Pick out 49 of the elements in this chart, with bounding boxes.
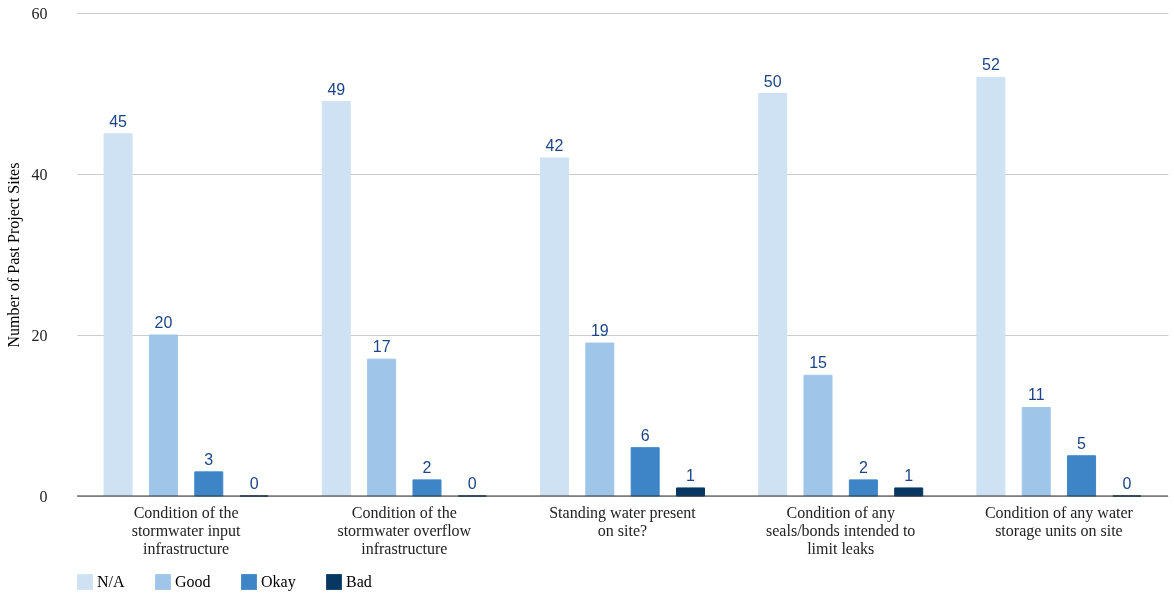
- data-label: 0: [249, 475, 259, 492]
- bar: [539, 157, 569, 497]
- bar: [848, 479, 878, 497]
- bar: [194, 471, 224, 497]
- bar: [585, 342, 615, 497]
- x-tick-label: Condition of the stormwater input infrastructure: [131, 503, 242, 557]
- x-tick-label: Standing water present on site?: [549, 503, 697, 539]
- bar: [367, 358, 397, 497]
- y-tick-label: 0: [39, 487, 48, 505]
- bar: [976, 76, 1006, 497]
- legend-label: Okay: [261, 573, 296, 591]
- legend-label: N/A: [97, 573, 125, 590]
- data-label: 50: [763, 72, 782, 90]
- data-label: 3: [204, 450, 214, 468]
- data-label: 2: [858, 458, 868, 476]
- legend-label: Good: [175, 573, 211, 590]
- data-label: 1: [686, 466, 696, 484]
- data-label: 49: [327, 80, 346, 98]
- bar: [1067, 455, 1097, 497]
- data-label: 6: [640, 426, 650, 444]
- bar: [803, 374, 833, 497]
- data-label: 0: [467, 475, 477, 492]
- data-label: 15: [809, 354, 828, 372]
- data-label: 5: [1077, 434, 1087, 452]
- bar: [321, 101, 351, 497]
- data-label: 20: [154, 314, 173, 331]
- data-label: 2: [422, 458, 432, 476]
- bar: [412, 479, 442, 497]
- data-label: 17: [372, 338, 391, 356]
- bar: [630, 447, 660, 497]
- y-tick-label: 60: [31, 4, 48, 22]
- y-tick-label: 20: [31, 326, 48, 344]
- data-label: 19: [590, 322, 609, 340]
- x-tick-label: Condition of any seals/bonds intended to limit leaks: [766, 503, 916, 557]
- bar: [103, 133, 133, 497]
- data-label: 45: [109, 112, 128, 130]
- data-label: 52: [981, 56, 1000, 74]
- bar: [758, 93, 788, 497]
- y-axis-title: Number of Past Project Sites: [4, 162, 23, 348]
- data-label: 0: [1122, 475, 1132, 492]
- bar: [148, 334, 178, 497]
- data-label: 1: [904, 466, 914, 484]
- data-label: 11: [1027, 386, 1045, 404]
- x-tick-label: Condition of the stormwater overflow infrastructure: [337, 503, 472, 557]
- data-label: 42: [545, 136, 564, 154]
- y-tick-label: 40: [31, 165, 48, 183]
- bar: [1021, 406, 1051, 497]
- x-tick-label: Condition of any water storage units on site: [984, 503, 1134, 540]
- legend-label: Bad: [346, 573, 372, 590]
